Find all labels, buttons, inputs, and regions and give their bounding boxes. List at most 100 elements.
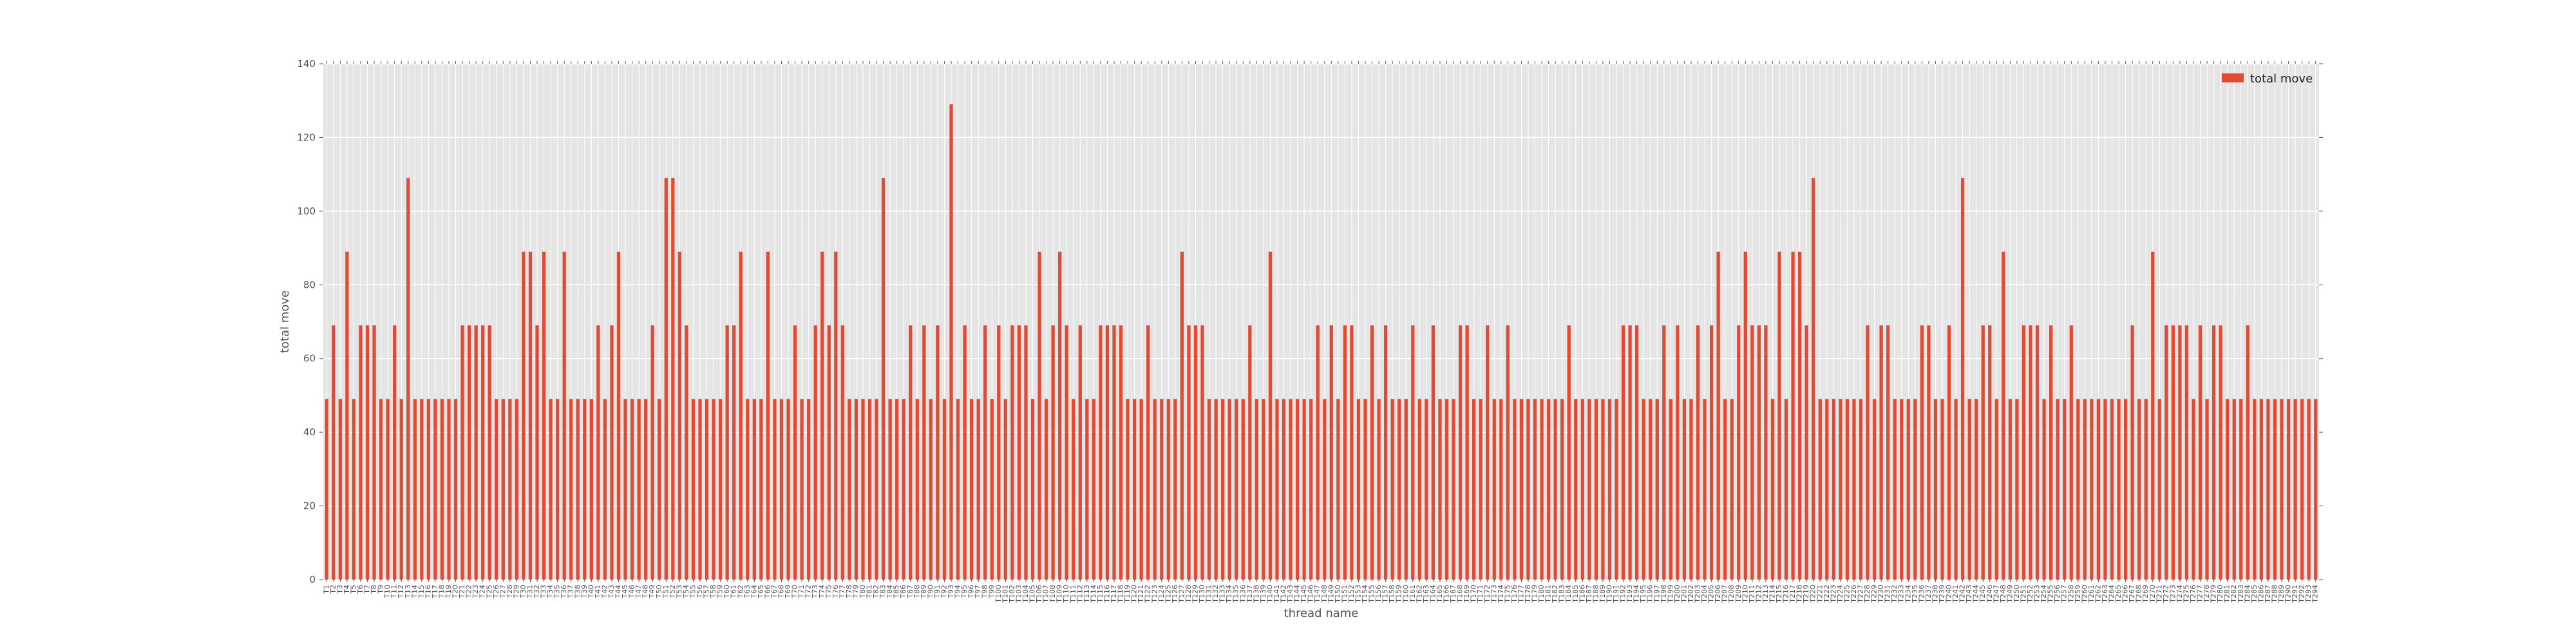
x-tick-label: T38 [573,585,582,599]
bar [1975,399,1978,580]
x-tick-label: T198 [1660,585,1668,603]
x-tick-label: T33 [540,585,548,599]
x-tick-label: T91 [933,585,942,599]
x-tick-label: T148 [1320,585,1329,603]
bar [1845,399,1850,580]
x-tick-label: T246 [1985,585,1994,603]
x-tick-label: T134 [1225,585,1233,603]
x-tick-label: T14 [410,585,419,599]
x-tick-label: T290 [2284,585,2293,603]
bar [1716,251,1720,580]
x-tick-label: T190 [1605,585,1613,603]
bar [1072,399,1075,580]
bar [800,399,804,580]
x-tick-label: T294 [2311,585,2320,603]
bar [1920,325,1924,580]
bar [1397,399,1401,580]
x-tick-label: T118 [1117,585,1125,603]
x-tick-label: T228 [1863,585,1871,603]
bar [2178,325,2182,580]
bar [1621,325,1625,580]
bar [1981,325,1985,580]
bar [1933,399,1938,580]
bar [671,178,675,580]
x-tick-label: T48 [641,585,650,599]
x-tick-label: T217 [1788,585,1797,603]
bar [1309,399,1313,580]
bar [2008,399,2012,580]
bar [1900,399,1904,580]
bar [1356,399,1361,580]
bar [1791,251,1795,580]
bar [1255,399,1258,580]
x-tick-label: T57 [703,585,711,599]
x-tick-label: T108 [1048,585,1057,603]
x-tick-label: T46 [628,585,636,599]
x-tick-label: T114 [1089,585,1097,603]
x-tick-label: T73 [811,585,819,599]
x-tick-label: T53 [675,585,683,599]
bar [1906,399,1910,580]
x-tick-label: T77 [838,585,846,599]
x-tick-label: T75 [824,585,833,599]
x-tick-label: T242 [1958,585,1967,603]
x-tick-label: T107 [1042,585,1050,603]
x-tick-label: T31 [526,585,534,599]
x-tick-label: T173 [1490,585,1498,603]
x-tick-label: T244 [1972,585,1980,603]
x-tick-label: T120 [1130,585,1139,603]
x-tick-label: T178 [1524,585,1532,603]
x-tick-label: T22 [465,585,473,599]
x-tick-label: T222 [1823,585,1831,603]
bar [854,399,858,580]
x-tick-label: T140 [1265,585,1274,603]
x-tick-label: T267 [2128,585,2136,603]
x-tick-label: T249 [2005,585,2014,603]
bar [922,325,926,580]
bar [1960,178,1965,580]
x-tick-label: T268 [2135,585,2143,603]
x-tick-label: T7 [363,585,372,594]
x-tick-label: T200 [1673,585,1681,603]
x-tick-label: T243 [1965,585,1973,603]
x-tick-label: T64 [750,585,758,599]
x-tick-label: T260 [2080,585,2088,603]
bar [2096,399,2101,580]
bar [1967,399,1971,580]
bar [1764,325,1768,580]
x-tick-label: T239 [1938,585,1946,603]
bar [583,399,587,580]
x-tick-label: T80 [858,585,867,599]
x-tick-label: T189 [1598,585,1607,603]
bar [1607,399,1612,580]
bar [2090,399,2094,580]
x-tick-label: T51 [661,585,670,599]
bar [447,399,451,580]
bar [474,325,478,580]
bar [2266,399,2270,580]
x-tick-label: T6 [356,585,365,594]
x-tick-label: T247 [1992,585,2000,603]
bar [359,325,363,580]
bar [1452,399,1455,580]
bar [698,399,702,580]
x-tick-label: T188 [1591,585,1600,603]
bar [562,251,566,580]
x-tick-label: T158 [1388,585,1396,603]
x-tick-label: T209 [1734,585,1743,603]
x-tick-label: T15 [417,585,426,599]
x-tick-label: T203 [1694,585,1702,603]
x-tick-label: T212 [1754,585,1763,603]
x-tick-label: T266 [2121,585,2130,603]
bar [1323,399,1327,580]
x-tick-label: T291 [2291,585,2299,603]
bar [1112,325,1116,580]
x-tick-label: T61 [730,585,738,599]
x-tick-label: T44 [614,585,623,599]
bar [1017,325,1021,580]
bar [1010,325,1014,580]
bar [644,399,648,580]
x-tick-label: T112 [1075,585,1084,603]
x-tick-label: T47 [634,585,643,599]
x-tick-label: T81 [866,585,874,599]
